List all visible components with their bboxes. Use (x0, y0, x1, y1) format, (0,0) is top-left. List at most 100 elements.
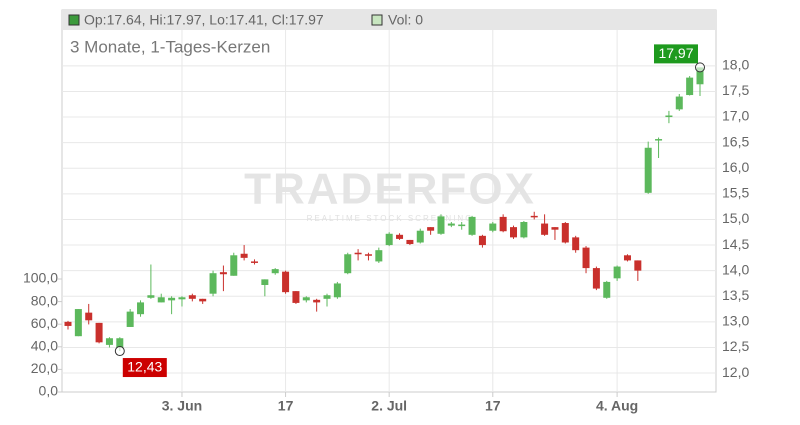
candle-body (406, 239, 414, 245)
candle-body (696, 67, 704, 85)
y-tick-label: 17,5 (722, 82, 749, 98)
y2-tick-label: 40,0 (31, 338, 58, 354)
candle-body (644, 147, 652, 193)
candle-body (416, 230, 424, 243)
candle-body (137, 302, 145, 315)
y2-tick-label: 60,0 (31, 315, 58, 331)
candle-body (520, 222, 528, 238)
candle-body (354, 252, 362, 255)
candle-body (468, 216, 476, 235)
y-tick-label: 13,0 (722, 313, 749, 329)
candle-body (437, 216, 445, 234)
value-badge-label: 12,43 (127, 359, 162, 375)
vol-legend-marker (371, 14, 383, 26)
candle-body (116, 338, 124, 348)
candle-body (333, 283, 341, 298)
ohlc-legend-marker (68, 14, 80, 26)
header-vol: Vol: 0 (388, 12, 423, 28)
candle-body (188, 295, 196, 299)
x-tick-label: 2. Jul (371, 398, 407, 414)
candle-body (344, 254, 352, 274)
candle-body (592, 268, 600, 289)
y-tick-label: 14,0 (722, 261, 749, 277)
candle-body (655, 139, 663, 141)
value-badge (122, 358, 167, 378)
candle-body (282, 271, 290, 293)
candle-body (292, 291, 300, 303)
candle-body (623, 255, 631, 261)
y-tick-label: 12,5 (722, 338, 749, 354)
candle-body (364, 254, 372, 256)
candle-body (489, 223, 497, 231)
value-badge (654, 44, 698, 64)
candle-body (665, 115, 673, 118)
candle-body (313, 299, 321, 303)
candle-body (447, 223, 455, 226)
candle-body (157, 297, 165, 303)
x-tick-label: 17 (278, 398, 294, 414)
candle-body (427, 227, 435, 231)
candle-body (147, 295, 155, 298)
candle-body (510, 227, 518, 238)
candle-body (323, 295, 331, 299)
candle-body (396, 234, 404, 239)
candle-body (686, 77, 694, 96)
y-tick-label: 16,0 (722, 159, 749, 175)
candle-body (219, 272, 227, 275)
y-tick-label: 15,0 (722, 210, 749, 226)
candle-body (551, 227, 559, 230)
y-tick-label: 15,5 (722, 185, 749, 201)
x-tick-label: 17 (485, 398, 501, 414)
x-tick-label: 3. Jun (162, 398, 202, 414)
candle-body (385, 233, 393, 246)
x-tick-label: 4. Aug (596, 398, 638, 414)
candle-body (85, 312, 93, 321)
y2-tick-label: 80,0 (31, 292, 58, 308)
watermark-sub: REALTIME STOCK SCREENING (307, 214, 474, 223)
candle-body (375, 250, 383, 262)
candle-body (95, 322, 103, 343)
y-tick-label: 12,0 (722, 364, 749, 380)
value-badge-label: 17,97 (658, 45, 693, 61)
y2-tick-label: 0,0 (39, 383, 59, 399)
candle-body (271, 269, 279, 274)
y2-tick-label: 100,0 (23, 270, 58, 286)
candle-body (126, 311, 134, 327)
candle-body (261, 279, 269, 285)
candle-body (613, 266, 621, 279)
y2-tick-label: 20,0 (31, 360, 58, 376)
value-marker (114, 346, 125, 357)
watermark: TRADERFOX (244, 165, 536, 214)
candle-body (603, 281, 611, 298)
candle-body (240, 253, 248, 258)
candle-body (250, 261, 258, 263)
candle-body (209, 273, 217, 294)
candle-body (478, 235, 486, 246)
header-ohlc: Op:17.64, Hi:17.97, Lo:17.41, Cl:17.97 (84, 12, 324, 28)
candle-body (499, 216, 507, 232)
y-tick-label: 16,5 (722, 133, 749, 149)
candle-body (582, 247, 590, 269)
candle-body (230, 255, 238, 276)
candle-body (561, 223, 569, 243)
candle-body (458, 224, 466, 227)
y-tick-label: 18,0 (722, 57, 749, 73)
candle-body (199, 298, 207, 302)
candle-body (64, 321, 72, 326)
candle-body (178, 297, 186, 300)
y-tick-label: 17,0 (722, 108, 749, 124)
y-tick-label: 14,5 (722, 236, 749, 252)
candle-body (168, 297, 176, 301)
subtitle: 3 Monate, 1-Tages-Kerzen (70, 37, 270, 56)
header-bar (62, 10, 716, 30)
candle-body (634, 260, 642, 271)
candle-body (675, 96, 683, 110)
candle-body (105, 338, 113, 345)
value-marker (695, 62, 705, 73)
candle-body (302, 297, 310, 301)
candle-body (572, 237, 580, 251)
candle-body (530, 215, 538, 218)
candle-body (541, 223, 549, 235)
y-tick-label: 13,5 (722, 287, 749, 303)
